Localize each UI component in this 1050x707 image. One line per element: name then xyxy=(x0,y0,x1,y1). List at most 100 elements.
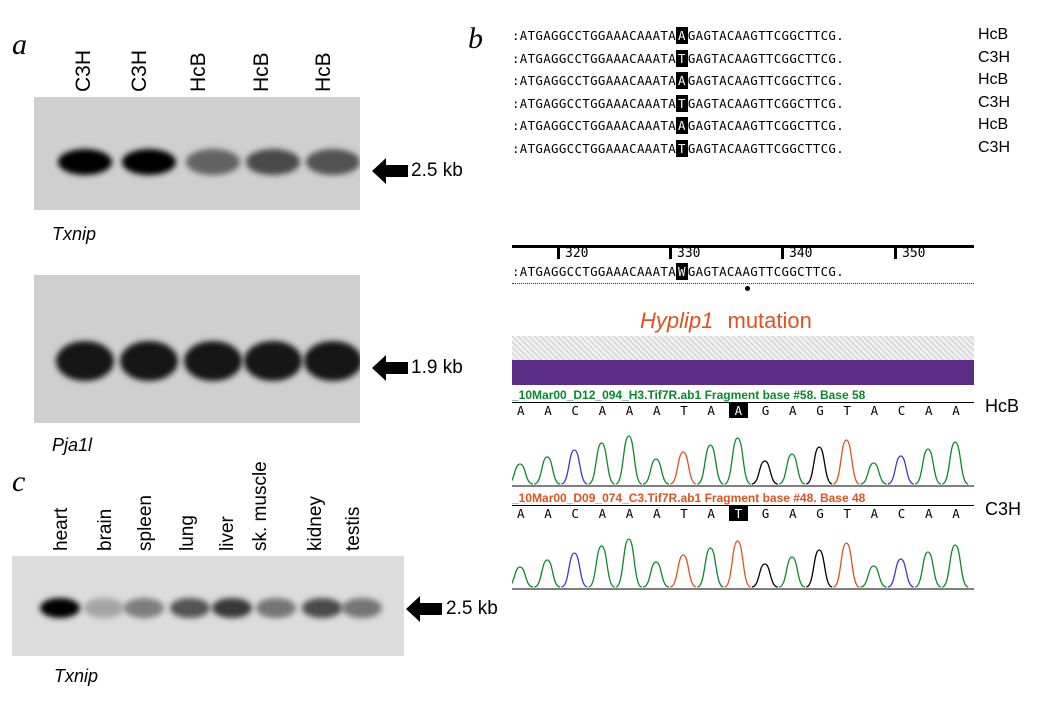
pja1l-arrow-icon xyxy=(372,355,408,381)
blot-band xyxy=(56,341,114,381)
ruler-number: 350 xyxy=(902,246,926,261)
seq-snp: A xyxy=(676,117,688,135)
blot-band xyxy=(122,149,176,175)
strain-label: HcB xyxy=(985,396,1020,416)
tissue-arrow-icon xyxy=(406,596,442,622)
panel-c-letter: c xyxy=(12,465,26,498)
blot-band xyxy=(58,149,112,175)
tissue-size-label: 2.5 kb xyxy=(446,598,498,619)
trace-peak xyxy=(805,446,833,485)
ruler-number: 340 xyxy=(789,246,813,261)
trace-peak xyxy=(914,448,942,485)
trace-peak xyxy=(833,542,860,588)
trace-base: A xyxy=(707,403,715,418)
blot-band xyxy=(256,598,296,618)
mutation-caption: Hyplip1 mutation xyxy=(640,308,812,334)
trace-peak xyxy=(860,462,887,485)
panel-a-letter: a xyxy=(12,28,27,61)
tissue-label: lung xyxy=(177,515,198,551)
trace-peak xyxy=(860,565,887,588)
trace-base: A xyxy=(653,403,661,418)
trace-peak xyxy=(697,444,724,485)
trace-rule xyxy=(512,402,974,403)
trace-peak xyxy=(669,554,697,588)
alignment-row: :ATGAGGCCTGGAAACAAATA A GAGTACAAGTTCGGCTTC… xyxy=(512,72,844,90)
alignment-row: :ATGAGGCCTGGAAACAAATA T GAGTACAAGTTCGGCTTC… xyxy=(512,49,844,67)
trace-peak xyxy=(533,456,561,485)
trace-peak xyxy=(697,547,724,588)
strain-label: HcB xyxy=(978,71,1009,89)
blot-band xyxy=(302,598,342,618)
seq-left: :ATGAGGCCTGGAAACAAATA xyxy=(512,118,677,134)
lane-label: HcB xyxy=(187,52,210,92)
trace-base: A xyxy=(625,506,634,521)
chromatogram-trace xyxy=(512,435,974,487)
chromatogram-trace xyxy=(512,538,974,590)
trace-peak xyxy=(642,458,670,485)
trace-base: T xyxy=(843,403,851,418)
ruler-tick xyxy=(557,245,560,259)
trace-base: C xyxy=(897,403,906,418)
trace-base: G xyxy=(816,506,824,521)
trace-base: A xyxy=(517,506,525,521)
blot-band xyxy=(120,341,178,381)
lane-label: C3H xyxy=(128,49,151,92)
blot-band xyxy=(170,598,210,618)
trace-peak xyxy=(914,551,942,588)
tissue-label: testis xyxy=(343,506,364,551)
seq-snp: A xyxy=(676,72,688,90)
trace-peak xyxy=(642,561,670,588)
trace-peak xyxy=(751,460,779,485)
seq-snp: T xyxy=(676,94,688,112)
trace-base: A xyxy=(952,506,960,521)
lane-label: HcB xyxy=(250,52,273,92)
trace-peak xyxy=(833,439,860,485)
trace-peak xyxy=(723,437,752,485)
ruler-number: 320 xyxy=(565,246,589,261)
ruler-number: 330 xyxy=(677,246,701,261)
trace-peak xyxy=(588,545,615,588)
lane-label: C3H xyxy=(72,49,95,92)
ruler-tick xyxy=(894,245,897,259)
seq-left: :ATGAGGCCTGGAAACAAATA xyxy=(512,50,677,66)
seq-right: GAGTACAAGTTCGGCTTCG. xyxy=(687,95,845,111)
seq-left: :ATGAGGCCTGGAAACAAATA xyxy=(512,73,677,89)
trace-peak xyxy=(778,453,806,485)
purple-bar xyxy=(512,360,974,385)
pja1l-size-label: 1.9 kb xyxy=(411,357,463,378)
trace-peak xyxy=(533,559,561,588)
txnip-blot xyxy=(34,97,360,210)
trace-peak xyxy=(723,540,752,588)
trace-base: C xyxy=(897,506,906,521)
trace-peak xyxy=(751,563,779,588)
trace-base: A xyxy=(870,403,879,418)
mutation-gene: Hyplip1 xyxy=(640,308,714,333)
lane-label: HcB xyxy=(312,52,335,92)
strain-label: HcB xyxy=(978,116,1009,134)
seq-snp: T xyxy=(676,140,688,157)
trace-peak xyxy=(669,451,697,485)
trace-title: _10Mar00_D09_074_C3.Tif7R.ab1 Fragment b… xyxy=(512,491,866,505)
seq-right: GAGTACAAGTTCGGCTTCG. xyxy=(687,141,845,156)
tissue-gene-label: Txnip xyxy=(54,666,99,686)
seq-left: :ATGAGGCCTGGAAACAAATA xyxy=(512,28,677,43)
alignment-row: :ATGAGGCCTGGAAACAAATA A GAGTACAAGTTCGGCTTC… xyxy=(512,117,845,135)
trace-peak xyxy=(615,435,643,485)
tissue-label: spleen xyxy=(135,495,156,551)
consensus-row: :ATGAGGCCTGGAAACAAATA W GAGTACAAGTTCGGCTTC… xyxy=(512,263,844,280)
blot-band xyxy=(246,149,300,175)
blot-band xyxy=(212,598,252,618)
trace-base: A xyxy=(598,403,607,418)
seq-right: GAGTACAAGTTCGGCTTCG. xyxy=(687,28,845,43)
ruler-tick xyxy=(669,245,672,259)
ruler-line xyxy=(512,245,974,248)
alignment-row: :ATGAGGCCTGGAAACAAATA T GAGTACAAGTTCGGCTTC… xyxy=(512,94,845,112)
trace-base: A xyxy=(653,506,661,521)
trace-base: T xyxy=(680,403,688,418)
seq-left: :ATGAGGCCTGGAAACAAATA xyxy=(512,264,677,279)
trace-base: A xyxy=(625,403,634,418)
trace-base: A xyxy=(707,506,715,521)
seq-right: GAGTACAAGTTCGGCTTCG. xyxy=(687,118,845,134)
mutation-word: mutation xyxy=(727,308,812,333)
